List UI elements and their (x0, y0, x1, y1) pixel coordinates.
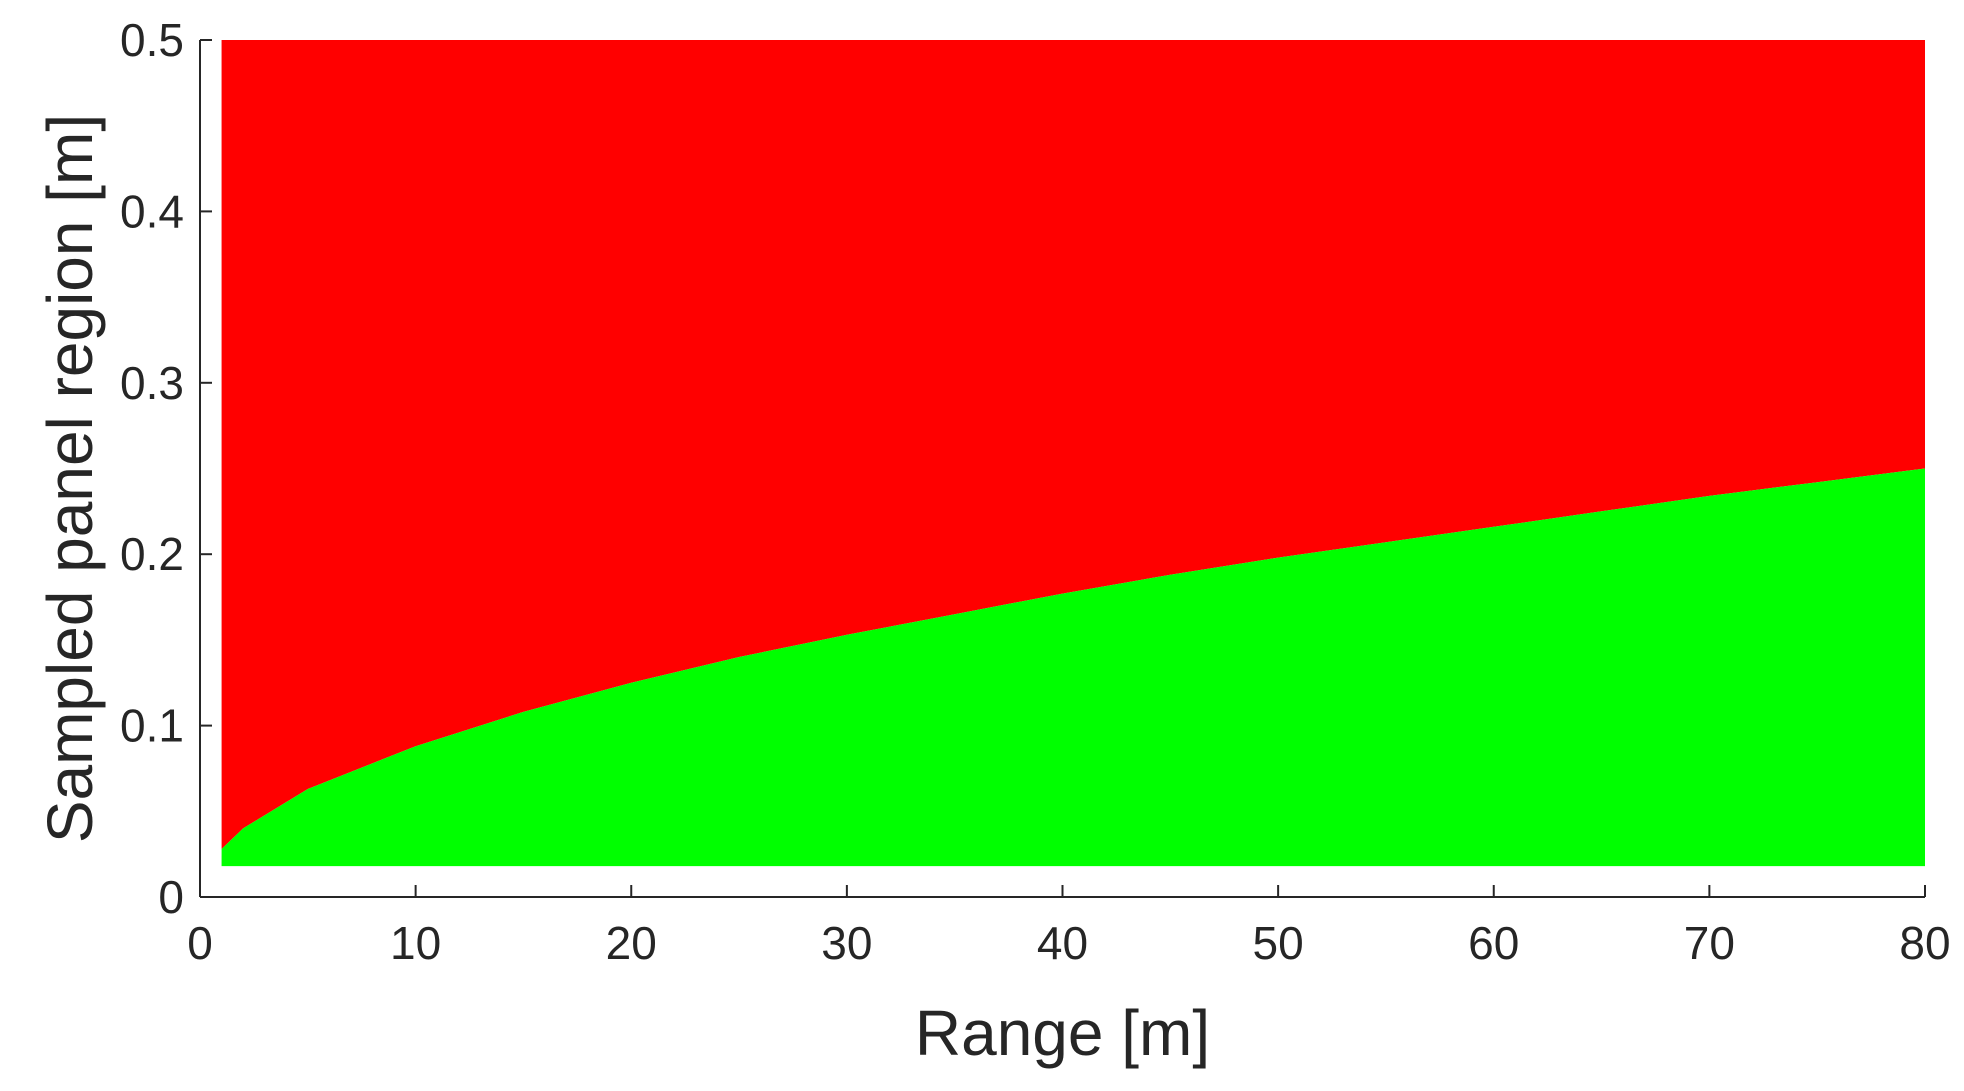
x-axis-title: Range [m] (915, 997, 1210, 1069)
lower-region (221, 468, 1925, 867)
x-tick-label: 80 (1899, 917, 1950, 969)
x-tick-label: 70 (1684, 917, 1735, 969)
y-tick-label: 0 (158, 871, 184, 923)
y-tick-label: 0.1 (120, 700, 184, 752)
upper-region (221, 40, 1925, 849)
x-tick-label: 60 (1468, 917, 1519, 969)
x-tick-label: 40 (1037, 917, 1088, 969)
ticks-layer: 0 10 20 30 40 50 60 70 80 0 0.1 0.2 0.3 0.4 0.5 (120, 14, 1951, 969)
y-tick-label: 0.3 (120, 357, 184, 409)
y-tick-label: 0.2 (120, 528, 184, 580)
x-tick-label: 50 (1253, 917, 1304, 969)
x-tick-label: 20 (606, 917, 657, 969)
x-tick-label: 30 (821, 917, 872, 969)
regions-layer (221, 40, 1925, 867)
y-axis-title: Sampled panel region [m] (34, 114, 106, 843)
y-tick-label: 0.4 (120, 185, 184, 237)
x-tick-label: 0 (187, 917, 213, 969)
x-tick-label: 10 (390, 917, 441, 969)
y-tick-label: 0.5 (120, 14, 184, 66)
